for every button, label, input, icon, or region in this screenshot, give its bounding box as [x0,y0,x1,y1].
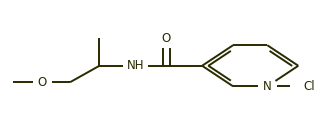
Text: N: N [263,80,272,93]
Text: NH: NH [126,59,144,72]
Text: Cl: Cl [303,80,315,93]
Text: O: O [162,32,171,45]
Text: O: O [38,76,47,89]
